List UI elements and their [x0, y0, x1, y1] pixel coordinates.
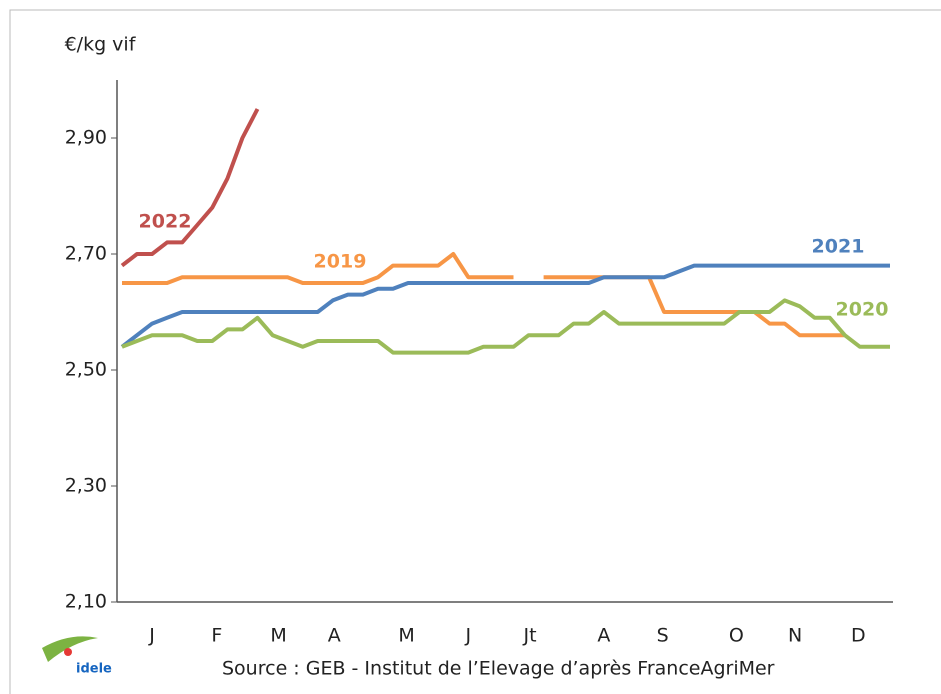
x-tick-label: J — [148, 625, 155, 647]
logo-text: idele — [76, 662, 112, 677]
x-tick-label: O — [729, 625, 744, 647]
source-note: Source : GEB - Institut de l’Elevage d’a… — [222, 658, 775, 680]
series-label: 2021 — [812, 236, 865, 258]
x-tick-label: M — [270, 625, 286, 647]
chart-frame — [9, 9, 941, 694]
y-tick-label: 2,10 — [65, 591, 107, 613]
x-tick-label: M — [398, 625, 414, 647]
series-line — [120, 263, 890, 349]
y-axis-label: €/kg vif — [65, 34, 137, 56]
y-tick-label: 2,90 — [65, 127, 107, 149]
series-line — [121, 298, 890, 355]
x-tick-label: A — [328, 625, 341, 647]
x-tick-label: A — [597, 625, 610, 647]
x-tick-label: D — [851, 625, 866, 647]
series-label: 2019 — [314, 251, 367, 273]
logo: idele — [42, 636, 112, 677]
logo-dot — [64, 648, 72, 656]
x-tick-label: N — [788, 625, 802, 647]
y-tick-label: 2,30 — [65, 475, 107, 497]
x-tick-label: S — [657, 625, 669, 647]
logo-swoosh — [42, 636, 98, 662]
series-line — [122, 252, 845, 338]
series-line — [120, 108, 260, 268]
series-label: 2022 — [139, 211, 192, 233]
y-tick-label: 2,50 — [65, 359, 107, 381]
x-tick-label: Jt — [523, 625, 537, 647]
series-label: 2020 — [836, 299, 889, 321]
x-tick-label: J — [465, 625, 472, 647]
y-tick-label: 2,70 — [65, 243, 107, 265]
x-tick-label: F — [211, 625, 222, 647]
